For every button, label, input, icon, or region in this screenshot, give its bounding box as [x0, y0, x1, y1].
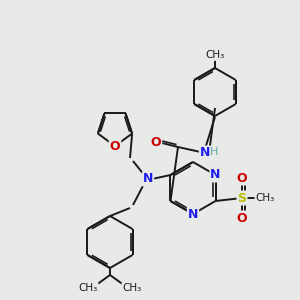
Text: N: N: [143, 172, 153, 185]
Text: O: O: [237, 172, 247, 184]
Text: S: S: [238, 191, 247, 205]
Text: O: O: [151, 136, 161, 148]
Text: S: S: [238, 191, 247, 205]
Text: CH₃: CH₃: [122, 283, 142, 293]
Text: O: O: [237, 172, 247, 184]
Text: O: O: [110, 140, 120, 152]
Text: N: N: [210, 169, 221, 182]
Text: CH₃: CH₃: [122, 283, 142, 293]
Text: N: N: [188, 208, 198, 220]
Text: N: N: [188, 208, 198, 220]
Text: O: O: [237, 212, 247, 224]
Text: CH₃: CH₃: [206, 50, 225, 60]
Text: O: O: [110, 140, 120, 152]
Text: CH₃: CH₃: [255, 193, 274, 203]
Text: H: H: [210, 147, 218, 157]
Text: CH₃: CH₃: [255, 193, 274, 203]
Text: O: O: [151, 136, 161, 148]
Text: N: N: [200, 146, 210, 160]
Text: N: N: [210, 169, 221, 182]
Text: N: N: [200, 146, 210, 160]
Text: CH₃: CH₃: [78, 283, 98, 293]
Text: N: N: [143, 172, 153, 185]
Text: O: O: [237, 212, 247, 224]
Text: CH₃: CH₃: [78, 283, 98, 293]
Text: CH₃: CH₃: [206, 50, 225, 60]
Text: H: H: [210, 147, 218, 157]
